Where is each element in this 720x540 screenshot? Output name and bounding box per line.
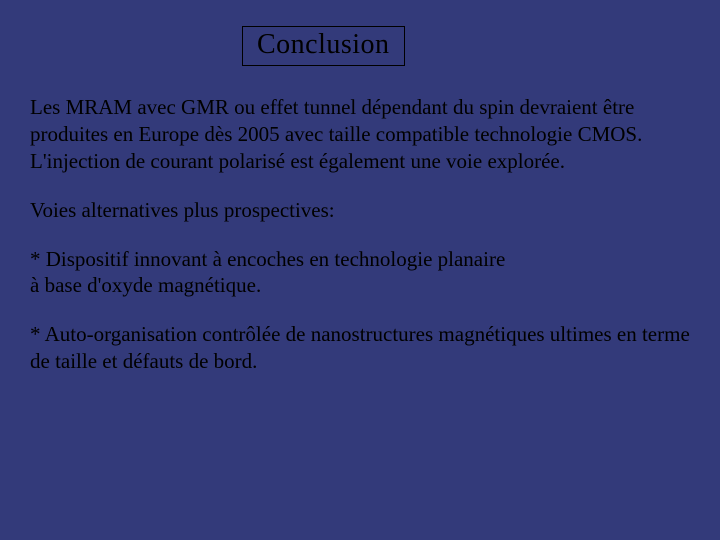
title-box: Conclusion [242, 26, 405, 66]
slide-container: Conclusion Les MRAM avec GMR ou effet tu… [0, 0, 720, 540]
paragraph-1: Les MRAM avec GMR ou effet tunnel dépend… [30, 94, 690, 175]
slide-title: Conclusion [257, 29, 390, 60]
paragraph-3: * Dispositif innovant à encoches en tech… [30, 246, 690, 300]
paragraph-4: * Auto-organisation contrôlée de nanostr… [30, 321, 690, 375]
paragraph-2: Voies alternatives plus prospectives: [30, 197, 690, 224]
